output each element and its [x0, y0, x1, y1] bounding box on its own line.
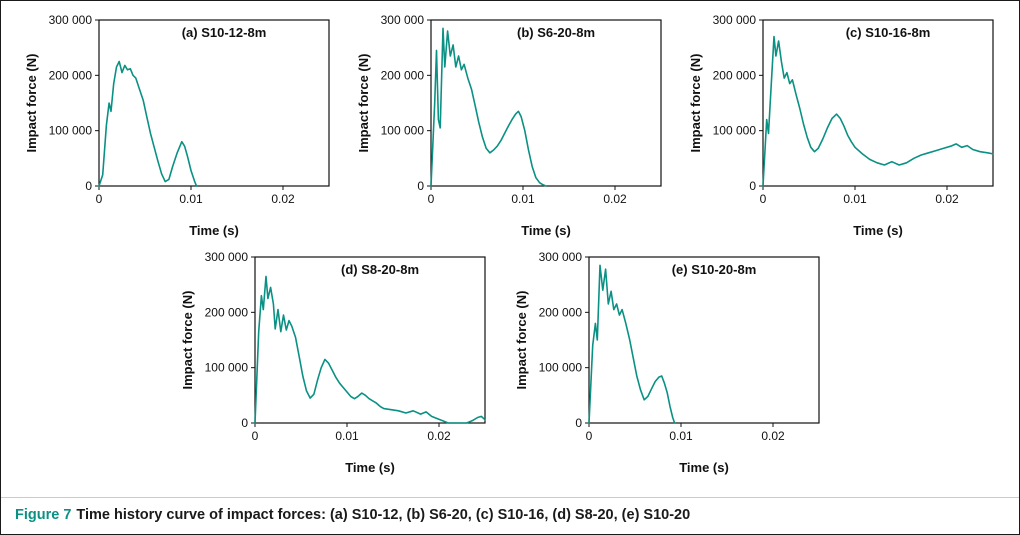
x-tick-label: 0 — [586, 429, 593, 443]
chart-title: (d) S8-20-8m — [341, 262, 419, 277]
x-tick-label: 0.01 — [511, 192, 535, 206]
chart-e: 0 100 000 200 000 300 000 0 0.01 0.02 (e) S10-2… — [513, 244, 833, 479]
x-tick-label: 0.02 — [761, 429, 785, 443]
y-tick-label: 0 — [575, 416, 582, 430]
x-tick-label: 0 — [760, 192, 767, 206]
chart-d-svg: 0 100 000 200 000 300 000 0 0.01 0.02 (d) S8-20… — [180, 250, 486, 475]
x-axis-label: Time (s) — [189, 223, 239, 238]
plot-border — [430, 19, 662, 187]
x-tick-label: 0.02 — [935, 192, 959, 206]
y-tick-label: 300 000 — [205, 250, 249, 264]
y-tick-label: 0 — [85, 179, 92, 193]
x-tick-label: 0.02 — [427, 429, 451, 443]
figure-caption-text: Time history curve of impact forces: (a)… — [76, 507, 691, 523]
y-axis-label: Impact force (N) — [180, 291, 195, 390]
plot-border — [762, 19, 994, 187]
y-tick-label: 200 000 — [205, 305, 249, 319]
y-tick-label: 100 000 — [381, 124, 425, 138]
y-tick-label: 300 000 — [49, 13, 93, 27]
chart-c: 0 100 000 200 000 300 000 0 0.01 0.02 (c) S10-1… — [687, 7, 1007, 242]
x-tick-label: 0.01 — [179, 192, 203, 206]
y-tick-label: 200 000 — [539, 305, 583, 319]
impact-force-curve — [430, 27, 547, 187]
chart-a-svg: 0 100 000 200 000 300 000 0 0.01 0.02 (a) S10-1… — [24, 13, 330, 238]
y-tick-label: 0 — [417, 179, 424, 193]
chart-title: (a) S10-12-8m — [182, 25, 267, 40]
impact-force-curve — [762, 35, 994, 187]
y-tick-label: 200 000 — [381, 68, 425, 82]
x-tick-label: 0.01 — [843, 192, 867, 206]
chart-e-svg: 0 100 000 200 000 300 000 0 0.01 0.02 (e) S10-2… — [514, 250, 820, 475]
y-tick-label: 200 000 — [713, 68, 757, 82]
figure-caption-label: Figure 7 — [15, 507, 72, 523]
chart-c-svg: 0 100 000 200 000 300 000 0 0.01 0.02 (c) S10-1… — [688, 13, 994, 238]
x-axis-label: Time (s) — [521, 223, 571, 238]
x-axis-label: Time (s) — [345, 460, 395, 475]
y-tick-label: 100 000 — [713, 124, 757, 138]
y-tick-label: 300 000 — [381, 13, 425, 27]
chart-title: (c) S10-16-8m — [846, 25, 931, 40]
chart-title: (e) S10-20-8m — [672, 262, 757, 277]
x-tick-label: 0 — [252, 429, 259, 443]
y-tick-label: 0 — [749, 179, 756, 193]
y-tick-label: 100 000 — [49, 124, 93, 138]
chart-title: (b) S6-20-8m — [517, 25, 595, 40]
x-tick-label: 0.01 — [669, 429, 693, 443]
chart-b-svg: 0 100 000 200 000 300 000 0 0.01 0.02 (b) S6-20… — [356, 13, 662, 238]
y-axis-label: Impact force (N) — [24, 54, 39, 153]
impact-force-curve — [254, 275, 486, 424]
x-axis-label: Time (s) — [853, 223, 903, 238]
x-tick-label: 0 — [428, 192, 435, 206]
charts-row-top: 0 100 000 200 000 300 000 0 0.01 0.02 (a) S10-1… — [1, 1, 1019, 242]
plot-border — [588, 256, 820, 424]
y-axis-label: Impact force (N) — [688, 54, 703, 153]
y-tick-label: 300 000 — [713, 13, 757, 27]
y-tick-label: 100 000 — [205, 361, 249, 375]
y-axis-label: Impact force (N) — [356, 54, 371, 153]
impact-force-curve — [98, 60, 198, 187]
charts-row-bottom: 0 100 000 200 000 300 000 0 0.01 0.02 (d) S8-20… — [1, 242, 1019, 479]
plot-border — [254, 256, 486, 424]
y-axis-label: Impact force (N) — [514, 291, 529, 390]
x-tick-label: 0 — [96, 192, 103, 206]
y-tick-label: 100 000 — [539, 361, 583, 375]
impact-force-curve — [588, 264, 676, 424]
figure-caption: Figure 7 Time history curve of impact for… — [1, 497, 1019, 534]
chart-d: 0 100 000 200 000 300 000 0 0.01 0.02 (d) S8-20… — [179, 244, 499, 479]
x-axis-label: Time (s) — [679, 460, 729, 475]
x-tick-label: 0.02 — [603, 192, 627, 206]
y-tick-label: 300 000 — [539, 250, 583, 264]
chart-b: 0 100 000 200 000 300 000 0 0.01 0.02 (b) S6-20… — [355, 7, 675, 242]
x-tick-label: 0.01 — [335, 429, 359, 443]
y-tick-label: 0 — [241, 416, 248, 430]
plot-border — [98, 19, 330, 187]
y-tick-label: 200 000 — [49, 68, 93, 82]
chart-a: 0 100 000 200 000 300 000 0 0.01 0.02 (a) S10-1… — [23, 7, 343, 242]
x-tick-label: 0.02 — [271, 192, 295, 206]
